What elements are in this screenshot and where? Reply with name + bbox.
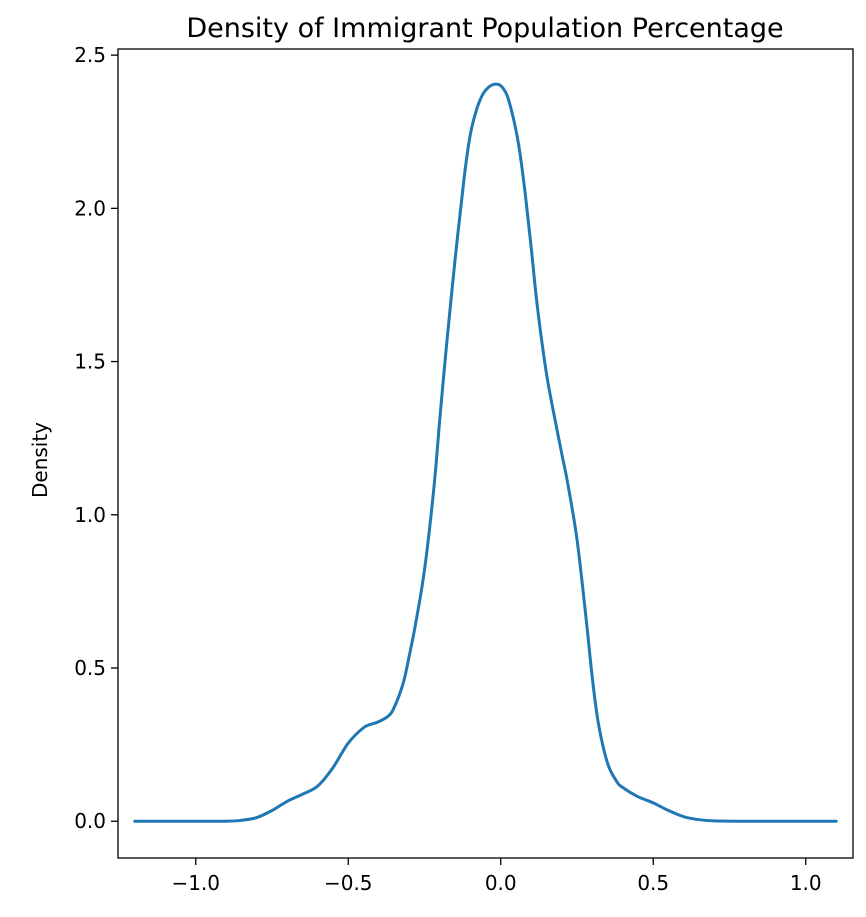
x-tick-label: 0.0 — [485, 871, 517, 895]
x-tick-label: 0.5 — [637, 871, 669, 895]
x-axis-ticks: −1.0 −0.5 0.0 0.5 1.0 — [171, 858, 822, 895]
x-tick-label: −1.0 — [171, 871, 220, 895]
y-tick-label: 0.5 — [74, 656, 106, 680]
y-axis-label: Density — [28, 422, 52, 498]
y-tick-label: 2.0 — [74, 196, 106, 220]
x-tick-label: 1.0 — [790, 871, 822, 895]
plot-lines — [133, 82, 838, 823]
x-tick-label: −0.5 — [324, 871, 373, 895]
y-tick-label: 2.5 — [74, 43, 106, 67]
chart-title: Density of Immigrant Population Percenta… — [186, 13, 783, 44]
y-axis-ticks: 0.0 0.5 1.0 1.5 2.0 2.5 — [74, 43, 118, 833]
plot-frame — [117, 48, 854, 859]
y-tick-label: 1.0 — [74, 503, 106, 527]
density-curve-0 — [133, 82, 838, 823]
y-tick-label: 0.0 — [74, 809, 106, 833]
y-tick-label: 1.5 — [74, 350, 106, 374]
